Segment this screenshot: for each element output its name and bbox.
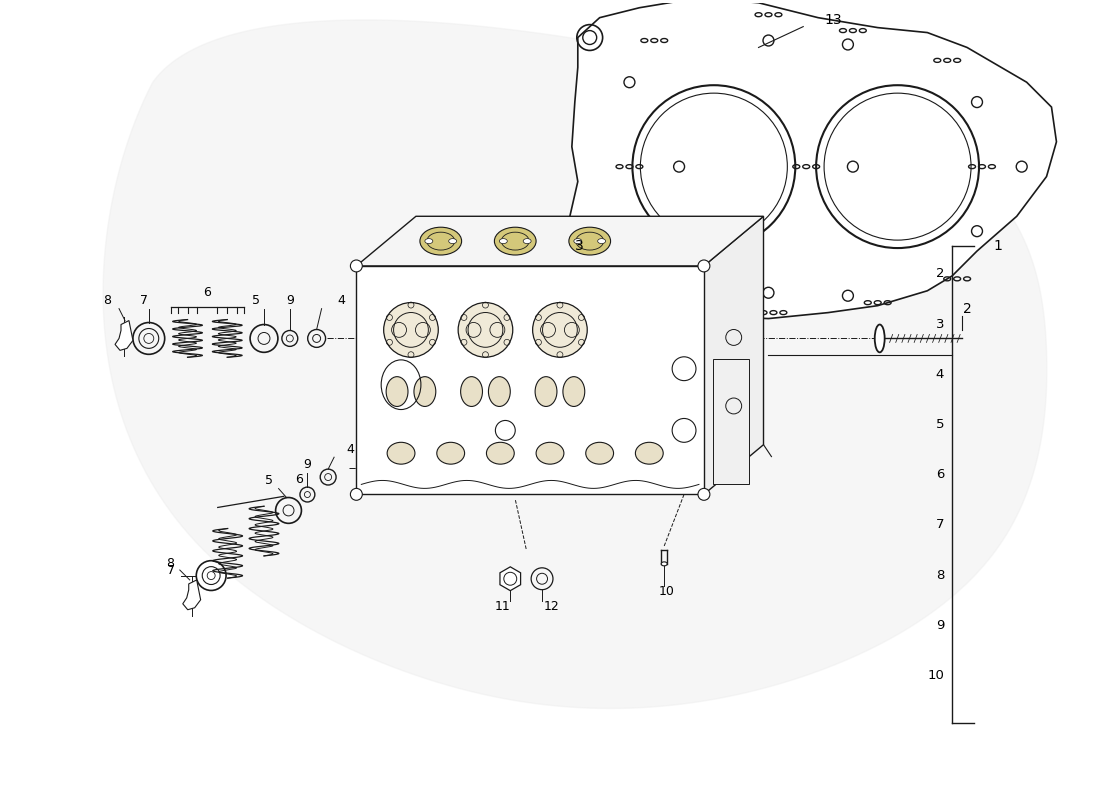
Text: 10: 10 bbox=[927, 669, 944, 682]
Ellipse shape bbox=[569, 227, 611, 255]
Polygon shape bbox=[356, 216, 763, 266]
Text: 7: 7 bbox=[167, 564, 175, 577]
Circle shape bbox=[351, 488, 362, 500]
Text: 11: 11 bbox=[495, 600, 510, 613]
Text: EUROPO: EUROPO bbox=[490, 353, 750, 407]
Text: 9: 9 bbox=[286, 294, 294, 307]
Ellipse shape bbox=[461, 377, 483, 406]
Ellipse shape bbox=[636, 442, 663, 464]
Text: 8: 8 bbox=[166, 557, 174, 570]
Ellipse shape bbox=[535, 377, 557, 406]
Text: 13: 13 bbox=[824, 13, 842, 26]
Text: 6: 6 bbox=[295, 473, 302, 486]
Circle shape bbox=[698, 488, 710, 500]
Text: 4: 4 bbox=[338, 294, 345, 307]
Ellipse shape bbox=[437, 442, 464, 464]
Bar bbox=[713, 358, 749, 485]
Polygon shape bbox=[500, 567, 520, 590]
Ellipse shape bbox=[425, 238, 432, 243]
Text: 4: 4 bbox=[936, 368, 944, 381]
Circle shape bbox=[698, 260, 710, 272]
Ellipse shape bbox=[488, 377, 510, 406]
Circle shape bbox=[351, 260, 362, 272]
Ellipse shape bbox=[420, 227, 462, 255]
Text: a passion for porsche since 1985: a passion for porsche since 1985 bbox=[459, 462, 701, 477]
Ellipse shape bbox=[414, 377, 436, 406]
Ellipse shape bbox=[387, 442, 415, 464]
Ellipse shape bbox=[874, 325, 884, 352]
Ellipse shape bbox=[597, 238, 606, 243]
Text: 7: 7 bbox=[936, 518, 944, 531]
Text: 3: 3 bbox=[575, 239, 584, 253]
Polygon shape bbox=[116, 321, 133, 350]
Ellipse shape bbox=[524, 238, 531, 243]
Ellipse shape bbox=[458, 302, 513, 357]
Ellipse shape bbox=[585, 442, 614, 464]
Ellipse shape bbox=[449, 238, 456, 243]
Circle shape bbox=[583, 30, 596, 45]
Text: 5: 5 bbox=[265, 474, 273, 487]
Text: 12: 12 bbox=[544, 600, 560, 613]
Text: 4: 4 bbox=[346, 442, 354, 456]
Text: 8: 8 bbox=[103, 294, 111, 307]
Text: 2: 2 bbox=[936, 267, 944, 280]
Text: 1: 1 bbox=[994, 239, 1003, 253]
Text: 9: 9 bbox=[936, 619, 944, 632]
Ellipse shape bbox=[661, 562, 668, 566]
Ellipse shape bbox=[499, 238, 507, 243]
Ellipse shape bbox=[536, 442, 564, 464]
Text: 9: 9 bbox=[304, 458, 311, 471]
Ellipse shape bbox=[494, 227, 536, 255]
Text: 7: 7 bbox=[140, 294, 147, 307]
Ellipse shape bbox=[386, 377, 408, 406]
Polygon shape bbox=[183, 580, 200, 610]
Bar bbox=[356, 266, 704, 494]
Ellipse shape bbox=[495, 332, 515, 346]
Text: 8: 8 bbox=[936, 569, 944, 582]
Text: 2: 2 bbox=[962, 302, 971, 316]
Ellipse shape bbox=[574, 238, 582, 243]
Text: 3: 3 bbox=[936, 318, 944, 330]
Ellipse shape bbox=[532, 302, 587, 357]
Text: 5: 5 bbox=[936, 418, 944, 431]
Text: 10: 10 bbox=[658, 585, 674, 598]
Ellipse shape bbox=[563, 377, 585, 406]
Polygon shape bbox=[103, 20, 1047, 709]
Ellipse shape bbox=[486, 442, 515, 464]
Text: 6: 6 bbox=[936, 468, 944, 481]
Text: 6: 6 bbox=[204, 286, 211, 299]
Polygon shape bbox=[570, 0, 1056, 318]
Text: 5: 5 bbox=[252, 294, 260, 307]
Ellipse shape bbox=[384, 302, 438, 357]
Polygon shape bbox=[704, 216, 763, 494]
